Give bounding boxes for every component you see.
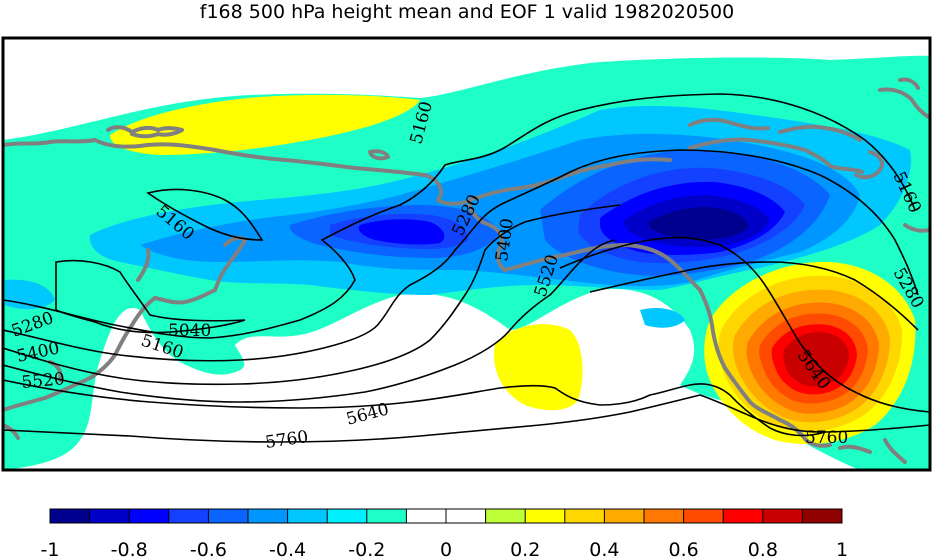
eof-shading-positive-north <box>110 94 420 155</box>
contour-label: 5760 <box>805 428 848 448</box>
colorbar-swatch <box>406 509 447 523</box>
colorbar-swatch <box>723 509 764 523</box>
map-title: f168 500 hPa height mean and EOF 1 valid… <box>199 1 735 23</box>
colorbar-swatch <box>89 509 130 523</box>
colorbar-tick-label: -0.8 <box>111 539 148 558</box>
colorbar-swatch <box>683 509 724 523</box>
colorbar-tick-label: 0 <box>440 539 452 558</box>
map-frame <box>1 36 932 472</box>
colorbar-swatch <box>168 509 209 523</box>
colorbar-tick-label: 1 <box>836 539 848 558</box>
colorbar-swatch <box>802 509 843 523</box>
colorbar-swatch <box>762 509 803 523</box>
colorbar-tick-label: 0.4 <box>589 539 619 558</box>
colorbar-swatch <box>50 509 90 523</box>
height-contours <box>3 93 930 443</box>
colorbar-swatch <box>208 509 249 523</box>
colorbar-swatch <box>485 509 526 523</box>
colorbar-swatch <box>287 509 328 523</box>
colorbar-tick-label: 0.8 <box>748 539 778 558</box>
colorbar-swatch <box>564 509 605 523</box>
eof-shading-negative-core-west <box>289 205 500 258</box>
colorbar-tick-label: 0.2 <box>510 539 540 558</box>
colorbar-swatch <box>327 509 368 523</box>
colorbar-swatch <box>446 509 486 523</box>
colorbar-tick-label: -1 <box>41 539 60 558</box>
colorbar-tick-label: -0.6 <box>190 539 227 558</box>
coastlines <box>3 77 930 464</box>
colorbar-tick-label: -0.2 <box>348 539 385 558</box>
colorbar-swatch <box>366 509 407 523</box>
eof-shading-positive-center <box>494 324 583 411</box>
contour-label: 5040 <box>168 321 211 341</box>
eof-shading-positive-east <box>704 261 916 445</box>
colorbar-swatch <box>644 509 684 523</box>
colorbar-tick-label: -0.4 <box>269 539 306 558</box>
contour-label: 5520 <box>21 369 66 393</box>
eof-shading-negative-core-east <box>540 149 830 276</box>
colorbar-swatch <box>248 509 288 523</box>
colorbar-swatch <box>129 509 170 523</box>
colorbar-swatch <box>604 509 645 523</box>
colorbar-tick-label: 0.6 <box>668 539 698 558</box>
colorbar-swatch <box>525 509 566 523</box>
